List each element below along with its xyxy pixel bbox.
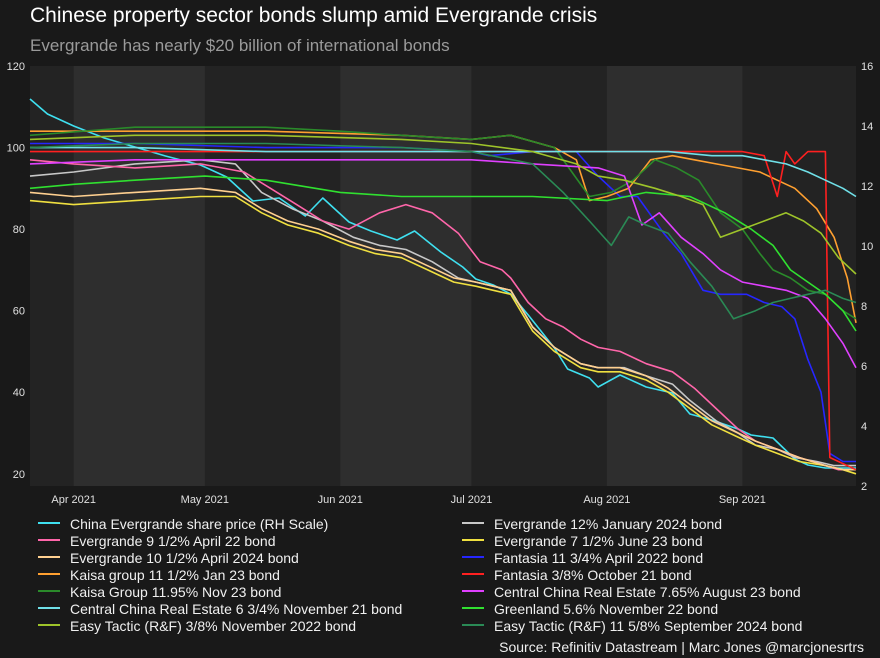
y-right-tick-label: 4 [861, 421, 867, 433]
legend-item: Easy Tactic (R&F) 3/8% November 2022 bon… [38, 618, 356, 634]
y-right-tick-label: 16 [861, 61, 873, 73]
legend-item: China Evergrande share price (RH Scale) [38, 516, 328, 532]
legend-item: Easy Tactic (R&F) 11 5/8% September 2024… [462, 618, 802, 634]
y-right-tick-label: 6 [861, 361, 867, 373]
x-tick-label: Sep 2021 [719, 494, 766, 506]
y-left-tick-label: 40 [13, 387, 25, 399]
legend-swatch [462, 539, 484, 542]
legend-label: Evergrande 12% January 2024 bond [494, 516, 723, 532]
legend-swatch [462, 590, 484, 593]
series-line [29, 98, 856, 469]
series-line [29, 187, 856, 471]
legend-swatch [38, 607, 60, 610]
x-tick-label: Jul 2021 [451, 494, 493, 506]
legend-label: Fantasia 11 3/4% April 2022 bond [494, 550, 704, 566]
legend-swatch [462, 624, 484, 627]
legend-swatch [38, 624, 60, 627]
legend-label: Easy Tactic (R&F) 11 5/8% September 2024… [494, 618, 803, 634]
legend-swatch [38, 573, 60, 576]
legend-label: Evergrande 10 1/2% April 2024 bond [70, 550, 299, 566]
month-band [340, 66, 472, 486]
legend-item: Evergrande 10 1/2% April 2024 bond [38, 550, 299, 566]
legend-label: Evergrande 9 1/2% April 22 bond [70, 533, 276, 549]
month-band [73, 66, 205, 486]
x-tick-label: Aug 2021 [583, 494, 630, 506]
legend-item: Evergrande 12% January 2024 bond [462, 516, 722, 532]
series-line [29, 175, 857, 332]
chart-subtitle: Evergrande has nearly $20 billion of int… [30, 36, 450, 55]
legend-item: Kaisa Group 11.95% Nov 23 bond [38, 584, 281, 600]
legend-label: Evergrande 7 1/2% June 23 bond [494, 533, 703, 549]
y-left-tick-label: 100 [7, 143, 25, 155]
x-tick-label: Apr 2021 [51, 494, 96, 506]
series-line [30, 146, 857, 198]
legend-swatch [38, 522, 60, 525]
legend-label: China Evergrande share price (RH Scale) [70, 516, 329, 532]
legend-swatch [462, 607, 484, 610]
series-line [29, 159, 857, 369]
x-tick-label: May 2021 [181, 494, 229, 506]
series-line [29, 159, 856, 471]
legend-swatch [462, 556, 484, 559]
legend-swatch [38, 556, 60, 559]
legend-swatch [38, 539, 60, 542]
chart-title: Chinese property sector bonds slump amid… [30, 4, 598, 27]
legend-label: Kaisa Group 11.95% Nov 23 bond [70, 584, 282, 600]
legend-item: Fantasia 11 3/4% April 2022 bond [462, 550, 703, 566]
y-right-tick-label: 10 [861, 241, 873, 253]
legend-item: Greenland 5.6% November 22 bond [462, 601, 718, 617]
series-line [29, 134, 857, 275]
y-right-tick-label: 14 [861, 121, 873, 133]
legend-label: Greenland 5.6% November 22 bond [494, 601, 719, 617]
y-right-tick-label: 12 [861, 181, 873, 193]
source-note: Source: Refinitiv Datastream | Marc Jone… [499, 639, 864, 655]
legend-swatch [462, 522, 484, 525]
legend-label: Central China Real Estate 6 3/4% Novembe… [70, 601, 403, 617]
legend-item: Evergrande 7 1/2% June 23 bond [462, 533, 703, 549]
legend-label: Kaisa group 11 1/2% Jan 23 bond [70, 567, 280, 583]
legend-item: Kaisa group 11 1/2% Jan 23 bond [38, 567, 280, 583]
line-chart: 20 40 60 80 100 120 2 4 6 8 10 12 14 16 Apr 2021 May 20… [7, 61, 874, 506]
series-line [29, 142, 857, 320]
y-left-tick-label: 120 [7, 61, 25, 73]
legend-label: Easy Tactic (R&F) 3/8% November 2022 bon… [70, 618, 357, 634]
legend-label: Central China Real Estate 7.65% August 2… [494, 584, 801, 600]
y-left-tick-label: 80 [13, 224, 25, 236]
legend-swatch [38, 590, 60, 593]
legend-item: Central China Real Estate 6 3/4% Novembe… [38, 601, 402, 617]
x-tick-label: Jun 2021 [318, 494, 363, 506]
y-right-tick-label: 8 [861, 301, 867, 313]
legend-item: Central China Real Estate 7.65% August 2… [462, 584, 801, 600]
legend-item: Evergrande 9 1/2% April 22 bond [38, 533, 275, 549]
legend-item: Fantasia 3/8% October 21 bond [462, 567, 692, 583]
legend-swatch [462, 573, 484, 576]
y-left-tick-label: 60 [13, 306, 25, 318]
series-line [29, 195, 857, 475]
y-right-tick-label: 2 [861, 481, 867, 493]
y-left-tick-label: 20 [13, 469, 25, 481]
legend-label: Fantasia 3/8% October 21 bond [494, 567, 692, 583]
month-band [606, 66, 743, 486]
series-line [29, 126, 857, 320]
